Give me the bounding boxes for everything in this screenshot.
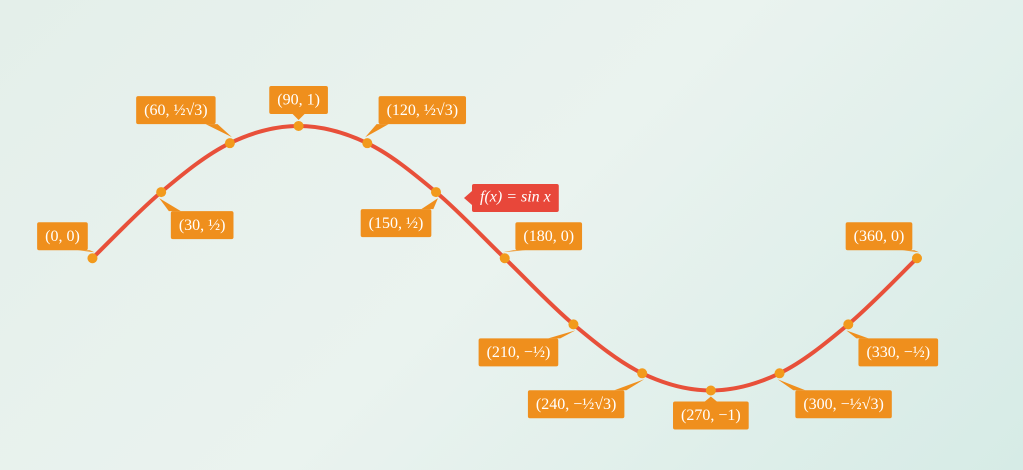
function-label-text: f(x) = sin x xyxy=(480,189,551,206)
label-pointer xyxy=(159,198,181,212)
point-label: (270, −1) xyxy=(673,396,749,430)
label-box xyxy=(378,96,467,125)
labels: (0, 0) (30, ½) (60, ½√3) (90, 1) (120, ½√3) (… xyxy=(37,85,939,430)
data-point xyxy=(499,253,510,264)
label-pointer xyxy=(365,124,389,138)
data-point xyxy=(156,187,167,198)
point-label: (90, 1) xyxy=(269,85,328,120)
label-box xyxy=(795,390,892,419)
data-point xyxy=(87,253,98,264)
label-box xyxy=(37,222,88,251)
label-pointer xyxy=(614,379,645,391)
label-pointer xyxy=(77,250,95,253)
point-label: (240, −½√3) xyxy=(527,379,645,419)
data-point xyxy=(705,385,716,396)
data-point xyxy=(568,319,579,330)
point-label: (60, ½√3) xyxy=(136,96,232,138)
label-box xyxy=(269,85,328,114)
label-box xyxy=(845,222,913,251)
point-label-text: (120, ½√3) xyxy=(387,102,458,119)
label-pointer xyxy=(777,379,806,391)
label-box xyxy=(858,338,939,367)
label-pointer xyxy=(292,113,305,120)
point-label-text: (270, −1) xyxy=(681,407,741,424)
point-label: (300, −½√3) xyxy=(777,379,892,419)
point-label-text: (240, −½√3) xyxy=(536,396,616,413)
point-label-text: (330, −½) xyxy=(866,344,930,361)
function-label: f(x) = sin x xyxy=(464,184,559,212)
data-point xyxy=(224,138,235,149)
data-point xyxy=(911,253,922,264)
label-box xyxy=(478,338,559,367)
data-point xyxy=(431,187,442,198)
data-point xyxy=(362,138,373,149)
data-point xyxy=(774,368,785,379)
data-point xyxy=(293,120,304,131)
label-pointer xyxy=(902,250,919,253)
point-label-text: (360, 0) xyxy=(854,228,905,245)
label-pointer xyxy=(421,198,439,210)
point-label: (180, 0) xyxy=(502,222,583,253)
point-label-text: (210, −½) xyxy=(487,344,551,361)
point-label-text: (300, −½√3) xyxy=(803,396,883,413)
point-label: (210, −½) xyxy=(478,330,576,367)
marks xyxy=(87,120,922,396)
label-box xyxy=(170,211,234,240)
label-pointer xyxy=(704,396,717,402)
point-label-text: (30, ½) xyxy=(179,217,226,234)
point-label-text: (60, ½√3) xyxy=(144,102,207,119)
point-label-text: (0, 0) xyxy=(45,228,80,245)
label-pointer xyxy=(205,124,232,138)
point-label-text: (90, 1) xyxy=(277,92,320,109)
point-label: (120, ½√3) xyxy=(365,96,467,138)
label-pointer xyxy=(548,330,576,339)
data-point xyxy=(843,319,854,330)
function-label-pointer xyxy=(464,191,472,205)
point-label: (330, −½) xyxy=(846,330,939,367)
label-box xyxy=(527,390,625,419)
label-box xyxy=(515,222,583,251)
function-label-box xyxy=(472,184,559,212)
point-label: (0, 0) xyxy=(37,222,95,253)
label-pointer xyxy=(502,250,526,253)
point-label: (360, 0) xyxy=(845,222,919,253)
point-label: (150, ½) xyxy=(360,198,439,238)
point-label-text: (150, ½) xyxy=(369,215,424,232)
data-point xyxy=(637,368,648,379)
label-box xyxy=(673,401,749,430)
label-box xyxy=(360,209,432,238)
label-box xyxy=(136,96,216,125)
point-label: (30, ½) xyxy=(159,198,234,240)
point-label-text: (180, 0) xyxy=(523,228,574,245)
label-pointer xyxy=(846,330,869,339)
